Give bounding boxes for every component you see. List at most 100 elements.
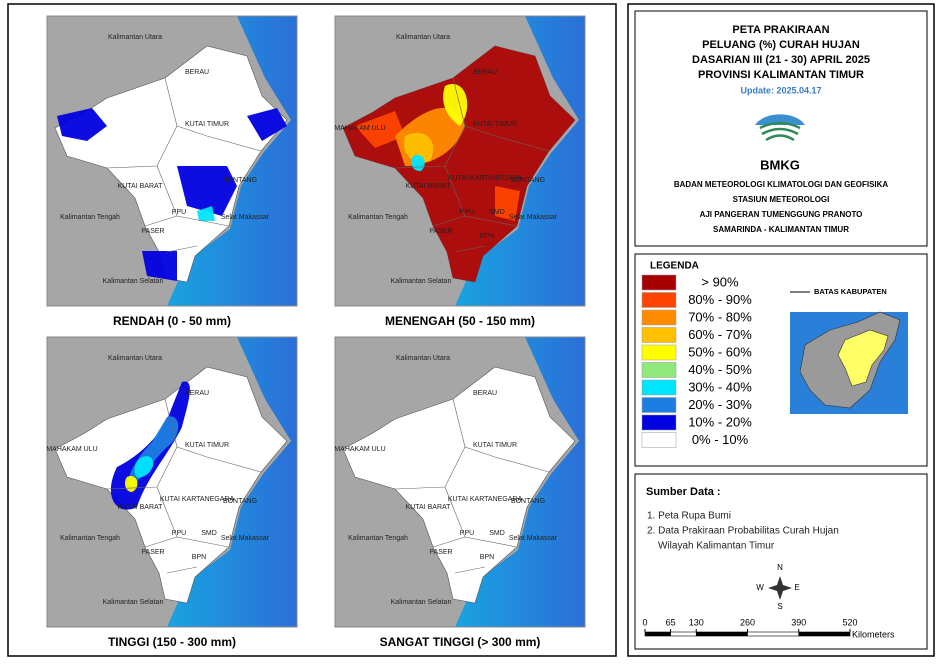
sea [167,337,297,627]
map-label: PPU [460,209,474,216]
province [54,366,288,604]
map-label: Kalimantan Utara [108,34,162,41]
scale-label: 390 [791,617,806,627]
side-frame [627,3,935,657]
map-label: KUTAI BARAT [118,504,164,511]
map-panel: Kalimantan Utara BERAU MAHAKAM ULU KUTAI TI… [334,15,586,307]
legend-swatch [641,274,677,291]
map-label: Kalimantan Selatan [103,278,164,285]
map-panel: Kalimantan Utara BERAU KUTAI TIMUR BONTANG K… [46,15,298,307]
scale-segment [644,631,671,637]
org-line: BADAN METEOROLOGI KLIMATOLOGI DAN GEOFIS… [674,180,889,189]
title: PETA PRAKIRAAN PELUANG (%) CURAH HUJAN D… [692,24,870,95]
regency-boundary [106,77,262,253]
map-label: KUTAI BARAT [118,183,164,190]
map-label: PASER [141,549,164,556]
map-label: Kalimantan Selatan [391,599,452,606]
scale-segment [670,631,697,637]
legend-swatch [641,414,677,431]
legend-swatch [641,362,677,378]
map-label: MAHAKAM ULU [46,446,97,453]
legend-swatch [641,309,677,326]
map-label: PASER [429,228,452,235]
map-label: PPU [172,530,186,537]
title-line: DASARIAN III (21 - 30) APRIL 2025 [692,54,870,66]
org-line: AJI PANGERAN TUMENGGUNG PRANOTO [700,210,863,219]
legend-swatch [641,344,677,361]
map-border [46,15,298,307]
map-label: KUTAI BARAT [406,183,452,190]
forecast-area [343,46,575,282]
map-content [47,16,297,306]
map-label: SMD [489,209,505,216]
map-label: BERAU [473,69,497,76]
source-title: Sumber Data : [646,486,721,498]
title-box [634,10,928,247]
compass-n: N [777,563,783,572]
source-item: 1. Peta Rupa Bumi [647,511,731,522]
logo: BMKG [755,114,805,172]
map-content [335,16,585,306]
map-border [334,336,586,628]
legend-label: 20% - 30% [688,397,752,412]
map-label: KUTAI TIMUR [185,442,229,449]
compass-s: S [777,602,782,611]
map-label: KUTAI TIMUR [185,121,229,128]
map-label: Selat Makassar [221,535,270,542]
map-label: KUTAI TIMUR [473,442,517,449]
map-caption: SANGAT TINGGI (> 300 mm) [380,635,541,649]
map-label: KUTAI TIMUR [473,121,517,128]
map-label: KUTAI BARAT [406,504,452,511]
legend-swatch [641,379,677,396]
org-line: SAMARINDA - KALIMANTAN TIMUR [713,225,849,234]
map-label: BONTANG [511,498,545,505]
forecast-area [142,251,177,281]
scale-unit: Kilometers [852,629,895,639]
forecast-area [355,111,405,148]
regency-boundary [394,77,550,253]
legend-label: 70% - 80% [688,309,752,324]
map-label: BERAU [185,390,209,397]
province [342,366,576,604]
map-caption: RENDAH (0 - 50 mm) [113,314,231,328]
legend-swatch [641,327,677,343]
legend-label: 60% - 70% [688,327,752,342]
map-label: Selat Makassar [221,214,270,221]
title-line: PROVINSI KALIMANTAN TIMUR [698,69,864,81]
legend-swatch [641,292,677,308]
map-content [47,337,297,627]
regency-boundary [394,398,550,574]
map-label: Kalimantan Utara [396,34,450,41]
legend-title: LEGENDA [650,261,699,272]
map-label: BPN [480,554,494,561]
title-line: PETA PRAKIRAAN [732,24,829,36]
map-label: BERAU [185,69,209,76]
map-label: PASER [429,549,452,556]
forecast-area [57,108,107,141]
scale-label: 65 [666,617,676,627]
map-label: KUTAI KARTANEGARA [448,175,523,182]
legend-label: 40% - 50% [688,362,752,377]
map-panel: Kalimantan Utara BERAU MAHAKAM ULU KUTAI TI… [334,336,586,628]
scale-label: 130 [689,617,704,627]
compass-star [768,576,792,600]
forecast-area [443,84,468,126]
map-label: Kalimantan Tengah [348,535,408,542]
map-label: BPN [480,233,494,240]
map-label: Kalimantan Tengah [60,535,120,542]
forecast-area [197,206,215,221]
source-item: 2. Data Prakiraan Probabilitas Curah Huj… [647,526,839,537]
scale-segment [695,631,748,637]
map-label: Kalimantan Tengah [348,214,408,221]
map-label: KUTAI KARTANEGARA [448,496,523,503]
map-label: Kalimantan Tengah [60,214,120,221]
map-label: BONTANG [223,498,257,505]
legend-label: 50% - 60% [688,344,752,359]
logo-waves [759,121,801,142]
map-label: PPU [460,530,474,537]
map-label: BPN [192,554,206,561]
source-box [634,473,928,650]
scale-segment [798,631,851,637]
map-caption: MENENGAH (50 - 150 mm) [385,314,535,328]
